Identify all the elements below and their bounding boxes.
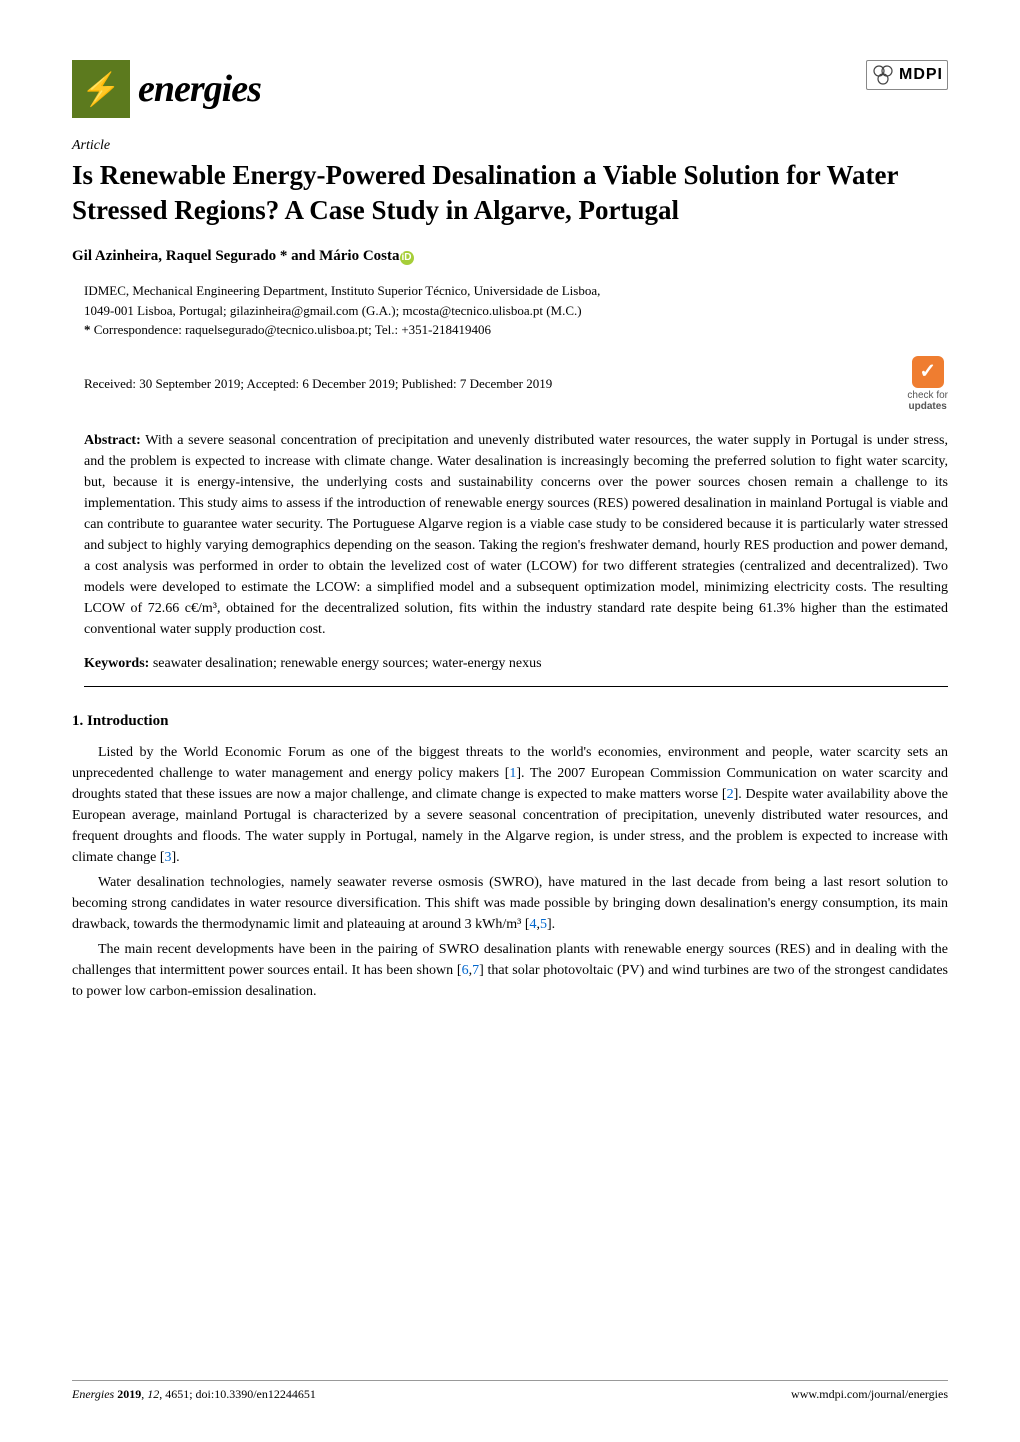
energies-logo-icon: ⚡ bbox=[72, 60, 130, 118]
article-title: Is Renewable Energy-Powered Desalination… bbox=[72, 158, 948, 228]
citation-link[interactable]: 6 bbox=[462, 963, 469, 978]
footer-url[interactable]: www.mdpi.com/journal/energies bbox=[791, 1387, 948, 1402]
check-updates-icon bbox=[912, 356, 944, 388]
article-type: Article bbox=[72, 138, 948, 154]
authors-line: Gil Azinheira, Raquel Segurado * and Már… bbox=[72, 248, 948, 265]
citation-link[interactable]: 5 bbox=[540, 917, 547, 932]
page-header: ⚡ energies MDPI bbox=[72, 60, 948, 118]
keywords-block: Keywords: seawater desalination; renewab… bbox=[72, 656, 948, 672]
affiliation-line: IDMEC, Mechanical Engineering Department… bbox=[84, 281, 948, 301]
orcid-icon[interactable]: iD bbox=[400, 251, 414, 265]
abstract-block: Abstract: With a severe seasonal concent… bbox=[72, 430, 948, 640]
affiliation-line: 1049-001 Lisboa, Portugal; gilazinheira@… bbox=[84, 301, 948, 321]
paragraph: Water desalination technologies, namely … bbox=[72, 872, 948, 935]
citation-link[interactable]: 2 bbox=[727, 787, 734, 802]
publisher-name: MDPI bbox=[899, 66, 943, 84]
correspondence-line: * Correspondence: raquelsegurado@tecnico… bbox=[84, 320, 948, 340]
section-heading: 1. Introduction bbox=[72, 713, 948, 730]
footer-citation: Energies 2019, 12, 4651; doi:10.3390/en1… bbox=[72, 1387, 316, 1402]
abstract-label: Abstract: bbox=[84, 433, 141, 448]
keywords-label: Keywords: bbox=[84, 656, 149, 671]
citation-link[interactable]: 7 bbox=[472, 963, 479, 978]
correspondence-marker: * bbox=[84, 322, 91, 337]
journal-name: energies bbox=[138, 67, 261, 111]
page-footer: Energies 2019, 12, 4651; doi:10.3390/en1… bbox=[72, 1380, 948, 1402]
check-updates-badge[interactable]: check for updates bbox=[907, 356, 948, 412]
citation-link[interactable]: 4 bbox=[530, 917, 537, 932]
section-divider bbox=[84, 686, 948, 687]
journal-logo-group: ⚡ energies bbox=[72, 60, 261, 118]
mdpi-circles-icon bbox=[871, 63, 895, 87]
publisher-logo: MDPI bbox=[866, 60, 948, 90]
check-updates-label: check for bbox=[907, 390, 948, 401]
check-updates-label-bold: updates bbox=[909, 401, 947, 412]
authors-text: Gil Azinheira, Raquel Segurado * and Már… bbox=[72, 248, 400, 264]
abstract-text: With a severe seasonal concentration of … bbox=[84, 433, 948, 637]
lightning-bolt-icon: ⚡ bbox=[81, 70, 121, 108]
publication-dates: Received: 30 September 2019; Accepted: 6… bbox=[84, 376, 552, 392]
affiliation-block: IDMEC, Mechanical Engineering Department… bbox=[72, 281, 948, 340]
citation-link[interactable]: 3 bbox=[165, 850, 172, 865]
correspondence-text: Correspondence: raquelsegurado@tecnico.u… bbox=[94, 322, 491, 337]
paragraph: The main recent developments have been i… bbox=[72, 939, 948, 1002]
keywords-text: seawater desalination; renewable energy … bbox=[149, 656, 541, 671]
body-text: Listed by the World Economic Forum as on… bbox=[72, 742, 948, 1002]
dates-row: Received: 30 September 2019; Accepted: 6… bbox=[72, 356, 948, 412]
paragraph: Listed by the World Economic Forum as on… bbox=[72, 742, 948, 868]
